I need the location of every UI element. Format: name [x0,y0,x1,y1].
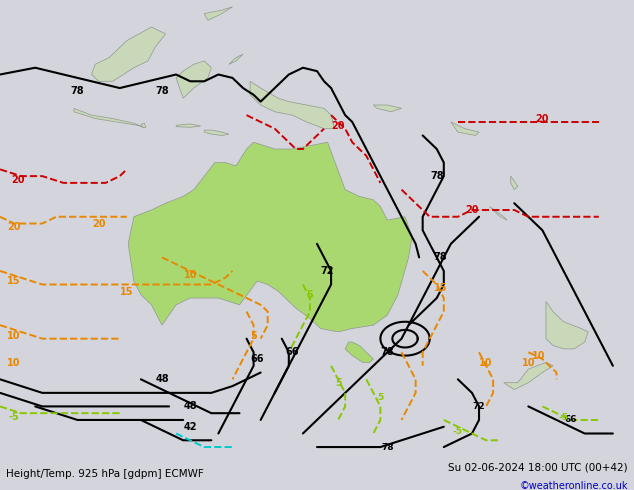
Text: -5: -5 [559,413,569,422]
Text: 72: 72 [473,402,486,411]
Text: 5: 5 [377,392,384,402]
Polygon shape [204,130,229,135]
Text: 78: 78 [70,86,84,97]
Polygon shape [176,124,201,127]
Text: 20: 20 [8,222,21,232]
Text: 42: 42 [183,422,197,432]
Polygon shape [489,207,507,220]
Polygon shape [229,54,243,64]
Polygon shape [503,363,553,390]
Text: 15: 15 [120,287,134,296]
Text: 48: 48 [155,374,169,384]
Polygon shape [250,81,335,129]
Text: 10: 10 [479,358,493,368]
Polygon shape [128,142,412,332]
Polygon shape [345,342,373,363]
Text: 78: 78 [381,442,394,452]
Text: 20: 20 [11,175,24,185]
Text: 78: 78 [430,171,444,181]
Text: -5: -5 [453,426,463,436]
Polygon shape [141,123,146,127]
Text: 20: 20 [536,114,549,124]
Text: 78: 78 [434,252,447,262]
Polygon shape [373,105,401,112]
Polygon shape [74,108,145,127]
Text: 48: 48 [183,401,197,412]
Text: -5: -5 [9,412,20,422]
Text: 20: 20 [92,219,105,229]
Polygon shape [511,176,518,190]
Text: 10: 10 [522,358,535,368]
Polygon shape [546,301,588,349]
Polygon shape [91,27,165,81]
Text: 15: 15 [8,276,21,287]
Text: 5: 5 [307,290,313,300]
Text: 10: 10 [183,270,197,280]
Text: 15: 15 [434,283,447,293]
Text: Su 02-06-2024 18:00 UTC (00+42): Su 02-06-2024 18:00 UTC (00+42) [448,463,628,473]
Polygon shape [176,61,211,98]
Polygon shape [204,7,233,20]
Text: 10: 10 [8,358,21,368]
Text: Height/Temp. 925 hPa [gdpm] ECMWF: Height/Temp. 925 hPa [gdpm] ECMWF [6,469,204,479]
Text: 5: 5 [335,378,342,388]
Text: 20: 20 [332,121,345,131]
Text: 78: 78 [380,347,394,357]
Text: 66: 66 [285,347,299,357]
Text: 78: 78 [155,86,169,97]
Polygon shape [451,122,479,135]
Text: 66: 66 [564,416,577,424]
Text: 10: 10 [532,351,546,361]
Text: 10: 10 [8,331,21,341]
Text: 5: 5 [250,331,257,341]
Text: 66: 66 [250,354,264,364]
Text: 20: 20 [465,205,479,216]
Text: ©weatheronline.co.uk: ©weatheronline.co.uk [519,481,628,490]
Text: 72: 72 [321,266,334,276]
